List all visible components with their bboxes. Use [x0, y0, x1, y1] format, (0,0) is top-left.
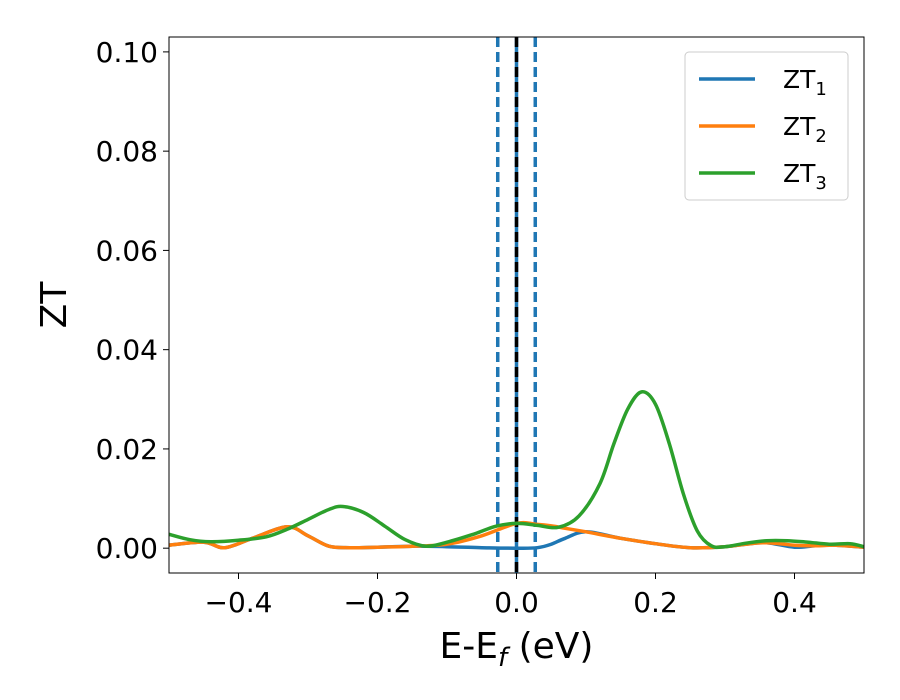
x-tick-label: 0.0	[494, 586, 539, 619]
x-label-main: E-E	[440, 626, 498, 667]
x-tick-label: −0.2	[344, 586, 412, 619]
x-axis-ticks: −0.4 −0.2 0.0 0.2 0.4	[205, 573, 817, 619]
legend-label-3: ZT3	[783, 159, 827, 194]
y-tick-label: 0.04	[96, 334, 158, 367]
legend-label-1: ZT1	[783, 65, 827, 100]
x-axis-label: E-Ef (eV)	[440, 626, 594, 673]
y-axis-label: ZT	[34, 281, 75, 329]
y-tick-label: 0.02	[96, 433, 158, 466]
y-tick-label: 0.08	[96, 135, 158, 168]
x-tick-label: 0.4	[772, 586, 817, 619]
legend-box	[684, 51, 849, 201]
x-tick-label: 0.2	[633, 586, 678, 619]
legend-label-2: ZT2	[783, 112, 827, 147]
x-label-unit: (eV)	[507, 626, 593, 667]
y-tick-label: 0.10	[96, 36, 158, 69]
y-axis-ticks: 0.00 0.02 0.04 0.06 0.08 0.10	[96, 36, 169, 565]
y-tick-label: 0.00	[96, 532, 158, 565]
x-tick-label: −0.4	[205, 586, 273, 619]
y-tick-label: 0.06	[96, 234, 158, 267]
fermi-level-lines	[495, 37, 538, 573]
series-line-3	[169, 390, 864, 550]
legend: ZT1 ZT2 ZT3	[684, 51, 849, 201]
series-lines	[169, 390, 864, 550]
